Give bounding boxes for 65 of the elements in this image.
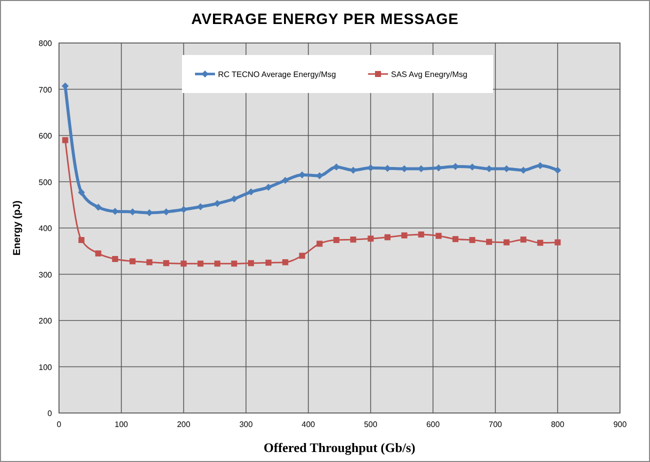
point	[418, 231, 424, 238]
point	[316, 172, 324, 180]
point	[130, 258, 136, 264]
x-tick-label: 900	[613, 420, 628, 429]
y-tick-label: 100	[38, 362, 53, 372]
point	[282, 259, 288, 266]
point	[146, 259, 152, 266]
x-tick-label: 300	[239, 420, 254, 429]
y-tick-label: 0	[48, 409, 53, 418]
x-tick-label: 700	[488, 420, 503, 429]
legend-label: RC TECNO Average Energy/Msg	[218, 70, 336, 79]
point	[265, 260, 272, 266]
point	[248, 260, 254, 266]
x-axis-title: Offered Throughput (Gb/s)	[264, 440, 416, 455]
point	[230, 195, 238, 202]
y-tick-label: 700	[38, 85, 53, 94]
point	[554, 166, 562, 174]
point	[299, 252, 306, 259]
point	[554, 239, 561, 246]
y-tick-label: 400	[38, 224, 53, 233]
point	[214, 200, 221, 207]
x-tick-label: 800	[550, 420, 565, 429]
point	[486, 238, 492, 245]
x-tick-label: 0	[56, 420, 62, 429]
x-tick-label: 200	[176, 420, 191, 429]
y-tick-label: 500	[38, 178, 53, 187]
y-tick-label: 800	[38, 39, 53, 48]
point	[231, 260, 238, 267]
point	[214, 260, 220, 267]
point	[196, 203, 204, 210]
point	[62, 137, 68, 144]
point	[537, 240, 544, 246]
x-tick-label: 600	[426, 420, 440, 429]
chart-title: AVERAGE ENERGY PER MESSAGE	[191, 11, 459, 28]
point	[333, 237, 340, 244]
point	[504, 239, 510, 246]
x-tick-label: 400	[302, 420, 316, 429]
point	[95, 250, 102, 256]
point	[469, 237, 476, 244]
point	[78, 188, 85, 196]
point	[264, 184, 272, 191]
x-tick-label: 100	[114, 420, 129, 429]
x-tick-label: 500	[364, 420, 378, 429]
y-tick-label: 300	[38, 270, 53, 280]
point	[436, 232, 442, 239]
point	[180, 206, 188, 213]
point	[368, 236, 374, 242]
y-tick-label: 600	[38, 132, 53, 140]
point	[384, 234, 390, 240]
legend-label: SAS Avg Enegry/Msg	[391, 70, 468, 79]
y-axis-title: Energy (pJ)	[12, 200, 23, 256]
point	[94, 204, 102, 211]
point	[112, 256, 118, 262]
point	[247, 188, 254, 196]
point	[78, 237, 84, 244]
y-tick-label: 200	[38, 316, 53, 326]
point	[401, 232, 408, 238]
point	[163, 260, 170, 266]
point	[180, 260, 187, 267]
point	[520, 236, 526, 243]
point	[282, 176, 289, 184]
point	[452, 236, 458, 242]
point	[197, 260, 204, 267]
point	[316, 240, 323, 247]
point	[350, 236, 356, 243]
